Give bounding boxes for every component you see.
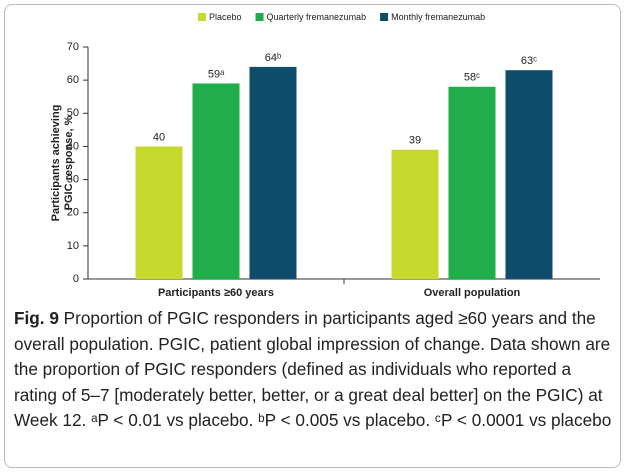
bar <box>249 66 297 279</box>
legend-swatch <box>380 13 389 21</box>
bar <box>448 86 496 280</box>
y-tick-label: 40 <box>67 140 79 152</box>
legend-swatch <box>255 13 264 21</box>
caption-note: ᶜP < 0.0001 vs placebo <box>434 410 612 430</box>
x-tick-label: Overall population <box>424 287 521 299</box>
value-label: 64ᵇ <box>265 52 281 64</box>
y-tick-label: 30 <box>67 173 79 185</box>
bar <box>192 83 240 279</box>
caption-label: Fig. 9 <box>14 308 59 328</box>
frame <box>4 4 621 468</box>
value-label: 59ᵃ <box>208 68 225 80</box>
y-tick-label: 50 <box>67 107 79 119</box>
legend-label: Quarterly fremanezumab <box>267 12 367 22</box>
y-axis-label: Participants achievingPGIC response, % <box>50 105 75 222</box>
caption-note: ᵇP < 0.005 vs placebo. <box>258 410 431 430</box>
legend-label: Monthly fremanezumab <box>391 12 485 22</box>
x-tick-label: Participants ≥60 years <box>158 287 274 299</box>
value-label: 40 <box>153 131 165 143</box>
value-label: 58ᶜ <box>464 72 480 84</box>
y-axis-label-line: PGIC response, % <box>63 115 75 210</box>
bar <box>391 149 439 279</box>
legend-swatch <box>198 13 206 21</box>
chart: Participants achievingPGIC response, % 0… <box>50 12 600 299</box>
y-tick-label: 20 <box>67 207 79 219</box>
bar <box>135 146 183 279</box>
value-label: 39 <box>409 135 421 147</box>
legend-label: Placebo <box>209 12 242 22</box>
caption: Fig. 9 Proportion of PGIC responders in … <box>14 306 616 434</box>
y-tick-label: 60 <box>67 74 79 86</box>
y-tick-label: 0 <box>73 273 79 285</box>
y-tick-label: 10 <box>67 240 79 252</box>
y-axis-label-line: Participants achieving <box>50 105 62 222</box>
caption-text: Proportion of PGIC responders in partici… <box>14 308 611 430</box>
caption-note: ᵃP < 0.01 vs placebo. <box>91 410 254 430</box>
value-label: 63ᶜ <box>521 55 537 67</box>
bar <box>505 70 553 279</box>
y-tick-label: 70 <box>67 41 79 53</box>
